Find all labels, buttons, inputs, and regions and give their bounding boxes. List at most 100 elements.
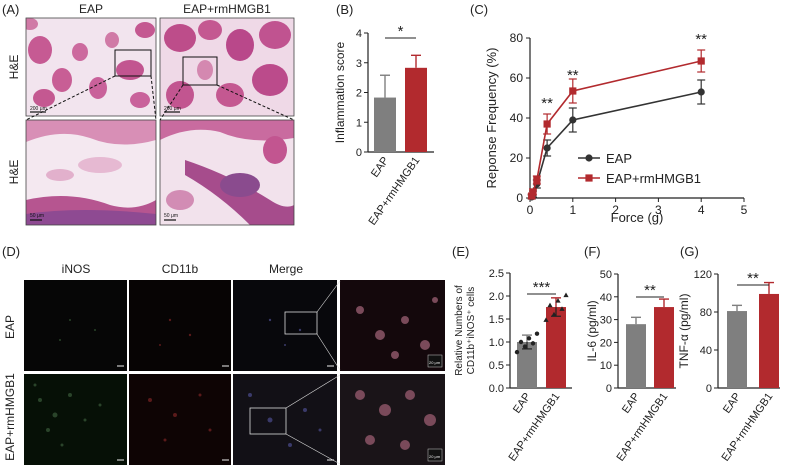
col-header-rmhmgb1: EAP+rmHMGB1: [183, 2, 271, 16]
col-header-inos: iNOS: [61, 262, 91, 276]
panel-label-d: (D): [2, 244, 21, 259]
y-axis-label: Inflammation score: [333, 41, 347, 143]
y-tick-label: 40: [600, 292, 612, 304]
significance-marker: ***: [533, 279, 551, 296]
y-axis-label-line2: CD11b⁺iNOS⁺ cells: [466, 287, 477, 375]
y-tick-label: 20: [510, 151, 524, 165]
y-tick-label: 0.5: [489, 360, 504, 372]
y-tick-label: 20: [600, 337, 612, 349]
data-point-rmhmgb1: [543, 120, 551, 128]
col-header-merge: Merge: [268, 262, 303, 276]
data-point-rmhmgb1: [569, 87, 577, 95]
y-tick-label: 40: [700, 345, 712, 357]
y-tick-label: 3: [356, 58, 362, 70]
significance-marker: **: [695, 31, 707, 48]
panel-label-c: (C): [470, 2, 489, 17]
legend-label-rmhmgb1: EAP+rmHMGB1: [606, 171, 701, 186]
he-eap-high: [26, 120, 156, 225]
data-point-eap: [522, 344, 528, 349]
y-tick-label: 30: [600, 315, 612, 327]
data-point-eap: [518, 339, 524, 345]
bar-eap-rmhmgb1: [654, 307, 674, 388]
scale-label-top-right: 200 μm: [164, 106, 181, 112]
data-point-rmhmgb1: [697, 57, 705, 65]
if-rm-cd11b: [129, 374, 231, 465]
if-rm-merge: [233, 374, 337, 465]
data-point-rmhmgb1: [555, 298, 561, 303]
panel-label-e: (E): [452, 244, 470, 259]
bar-eap: [727, 311, 747, 388]
col-header-cd11b: CD11b: [161, 262, 199, 276]
data-point-rmhmgb1: [563, 292, 569, 298]
if-rm-inos: [24, 374, 127, 465]
y-tick-label: 2.0: [489, 291, 504, 303]
data-point-rmhmgb1: [547, 302, 553, 308]
data-point-rmhmgb1: [559, 306, 565, 311]
y-tick-label: 0: [516, 191, 523, 205]
data-point-eap: [543, 144, 551, 152]
x-tick-label: EAP: [721, 391, 743, 416]
zoom-scale-label-bottom: 20 μm: [429, 454, 441, 459]
significance-marker: **: [747, 270, 759, 287]
zoom-scale-label-top: 20 μm: [429, 360, 441, 365]
x-tick-label: 5: [741, 203, 748, 217]
y-axis-label: Reponse Frequency (%): [484, 48, 499, 189]
data-point-rmhmgb1: [543, 317, 549, 322]
y-tick-label: 80: [700, 307, 712, 319]
data-point-rmhmgb1: [529, 188, 537, 196]
x-axis-label: Force (g): [611, 210, 664, 225]
he-eap-low: [26, 18, 156, 116]
y-tick-label: 0: [356, 147, 362, 159]
y-tick-label: 40: [510, 111, 524, 125]
legend-marker-rmhmgb1: [585, 174, 593, 182]
bar-eap-rmhmgb1: [546, 307, 566, 388]
significance-marker: **: [541, 95, 553, 112]
y-tick-label: 80: [510, 31, 524, 45]
y-tick-label: 1: [356, 117, 362, 129]
he-rmhmgb1-high: [160, 120, 294, 225]
y-tick-label: 60: [510, 71, 524, 85]
x-tick-label: EAP: [620, 391, 642, 416]
y-tick-label: 50: [600, 269, 612, 281]
significance-marker: **: [567, 67, 579, 84]
bar-eap-rmhmgb1: [759, 293, 779, 388]
y-axis-label: TNF-α (pg/ml): [677, 294, 691, 369]
he-image-grid: 200 μm 200 μm 50 μm 50 μm: [25, 17, 295, 226]
bar-eap: [626, 324, 646, 388]
data-point-eap: [697, 88, 705, 96]
x-tick-label: 2: [612, 203, 619, 217]
panel-label-f: (F): [584, 244, 601, 259]
panel-label-g: (G): [680, 244, 699, 259]
y-tick-label: 0.0: [489, 383, 504, 395]
y-tick-label: 4: [356, 28, 362, 40]
scale-label-bottom-right: 50 μm: [164, 213, 178, 219]
data-point-eap: [530, 341, 536, 346]
y-axis-label: IL-6 (pg/ml): [585, 300, 599, 361]
significance-marker: *: [398, 23, 404, 40]
legend-marker-eap: [585, 154, 593, 162]
data-point-rmhmgb1: [528, 192, 536, 200]
y-tick-label: 120: [694, 269, 712, 281]
data-point-eap: [514, 349, 520, 355]
data-point-rmhmgb1: [533, 176, 541, 184]
x-tick-label: EAP: [369, 155, 391, 180]
bar-eap: [374, 97, 396, 152]
panel-label-a: (A): [2, 2, 20, 17]
scale-label-bottom-left: 50 μm: [30, 213, 44, 219]
y-tick-label: 1.5: [489, 314, 504, 326]
y-tick-label: 2.5: [489, 268, 504, 280]
bar-eap-rmhmgb1: [405, 67, 427, 152]
scale-label-top-left: 200 μm: [30, 106, 47, 112]
y-tick-label: 0: [706, 383, 712, 395]
x-tick-label: 3: [655, 203, 662, 217]
data-point-eap: [534, 331, 540, 336]
y-tick-label: 2: [356, 88, 362, 100]
if-eap-inos: [24, 280, 127, 371]
if-eap-cd11b: [129, 280, 231, 371]
y-tick-label: 1.0: [489, 337, 504, 349]
col-header-eap: EAP: [78, 2, 103, 16]
x-tick-label: 1: [569, 203, 576, 217]
